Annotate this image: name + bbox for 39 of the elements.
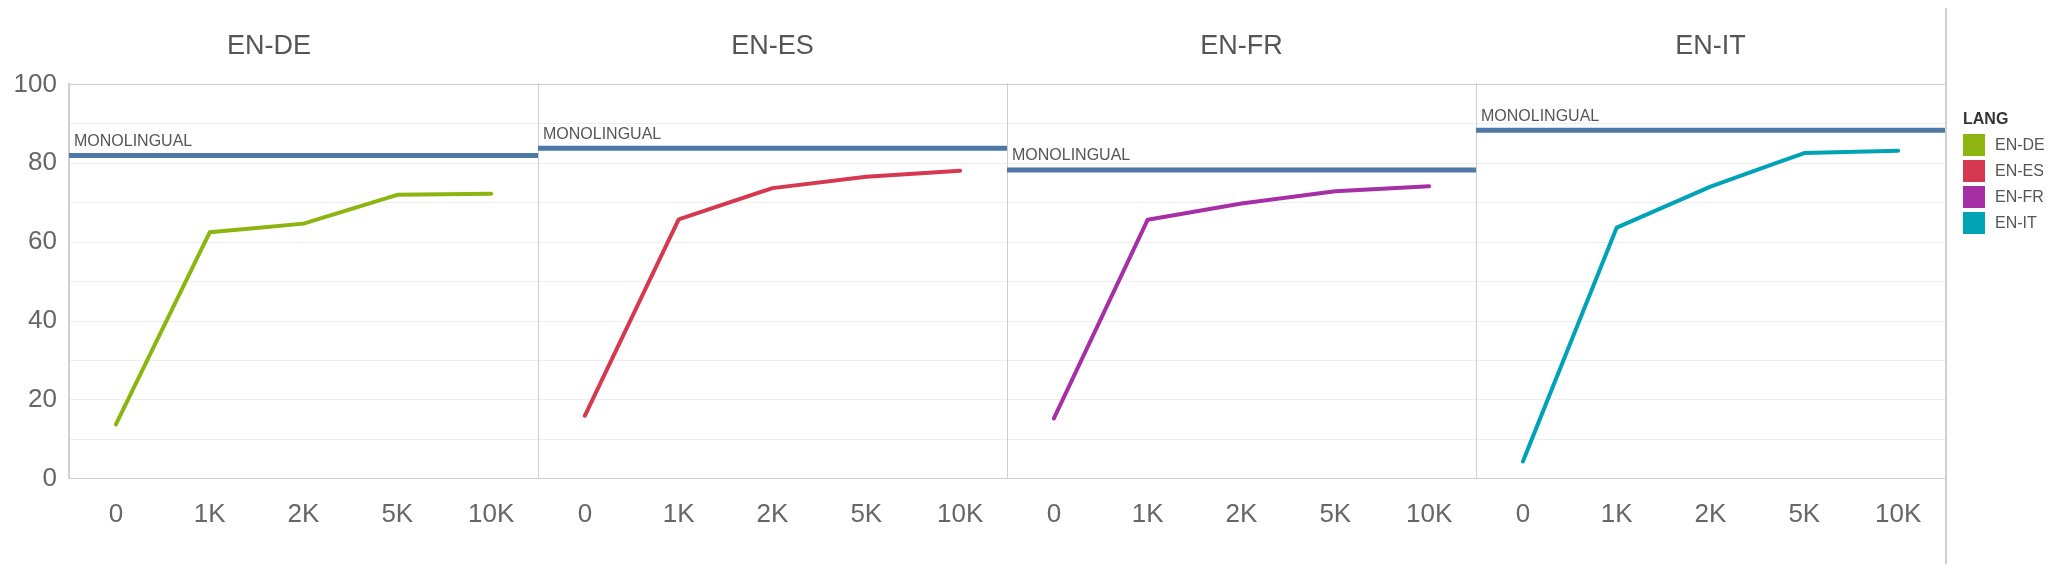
legend-title: LANG (1963, 110, 2010, 128)
legend-label: EN-DE (1995, 136, 2045, 154)
x-tick-label: 10K (1405, 497, 1453, 528)
chart-title: EN-DE (226, 29, 312, 60)
y-tick-label: 80 (28, 146, 57, 177)
legend-label: EN-ES (1995, 162, 2044, 180)
x-tick-label: 0 (1515, 497, 1531, 528)
x-tick-label: 5K (850, 497, 883, 528)
y-tick-label: 40 (28, 304, 57, 335)
x-tick-label: 1K (1131, 497, 1165, 528)
legend-label: EN-IT (1995, 214, 2037, 232)
x-tick-label: 5K (1788, 497, 1821, 528)
legend-label: EN-FR (1995, 188, 2044, 206)
y-tick-label: 20 (28, 383, 57, 414)
x-tick-label: 10K (1874, 497, 1922, 528)
ref-line-label: MONOLINGUAL (1012, 146, 1131, 164)
x-tick-label: 2K (1225, 497, 1259, 528)
x-tick-label: 1K (193, 497, 227, 528)
x-tick-label: 10K (936, 497, 984, 528)
x-tick-label: 2K (756, 497, 790, 528)
x-tick-label: 2K (287, 497, 321, 528)
x-tick-label: 5K (1319, 497, 1352, 528)
ref-line-label: MONOLINGUAL (74, 131, 193, 149)
ref-line-label: MONOLINGUAL (543, 124, 662, 142)
x-tick-label: 2K (1694, 497, 1728, 528)
chart-title: EN-ES (731, 29, 814, 60)
x-tick-label: 0 (1046, 497, 1062, 528)
x-tick-label: 0 (577, 497, 593, 528)
chart-title: EN-IT (1675, 29, 1746, 60)
x-tick-label: 1K (662, 497, 696, 528)
x-tick-label: 0 (108, 497, 124, 528)
x-tick-label: 5K (381, 497, 414, 528)
y-tick-label: 100 (13, 67, 57, 98)
ref-line-label: MONOLINGUAL (1481, 106, 1600, 124)
x-tick-label: 1K (1600, 497, 1634, 528)
y-tick-label: 0 (42, 461, 57, 492)
x-tick-label: 10K (467, 497, 515, 528)
chart-title: EN-FR (1200, 29, 1283, 60)
y-tick-label: 60 (28, 225, 57, 256)
